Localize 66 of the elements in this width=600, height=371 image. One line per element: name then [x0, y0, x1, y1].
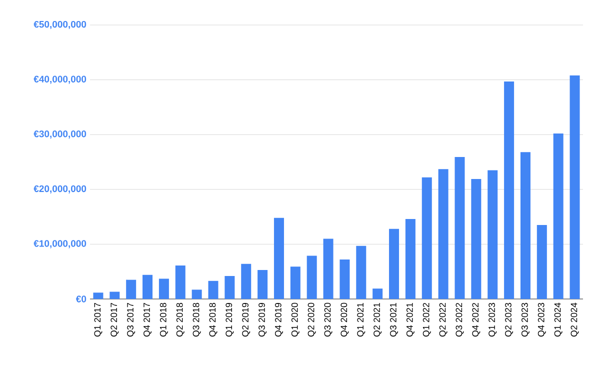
y-tick-label: €40,000,000: [34, 76, 86, 84]
bar: [126, 280, 136, 299]
bar: [356, 246, 366, 299]
bar: [471, 178, 482, 299]
x-tick-label: Q1 2022: [422, 302, 431, 337]
y-tick-label: €30,000,000: [34, 130, 86, 139]
x-tick-label: Q2 2022: [439, 302, 448, 337]
bar: [208, 280, 218, 299]
x-tick-label: Q4 2022: [472, 302, 480, 337]
x-tick-label: Q1 2018: [160, 302, 168, 337]
bar: [110, 292, 120, 299]
x-tick-label: Q1 2017: [94, 302, 102, 337]
x-tick-label: Q2 2017: [110, 302, 119, 337]
x-tick-label: Q2 2021: [374, 302, 382, 337]
bar: [520, 152, 530, 299]
bar: [274, 218, 284, 299]
x-tick-label: Q1 2024: [554, 302, 562, 337]
bar: [306, 256, 317, 299]
bar: [405, 218, 416, 299]
bar: [438, 169, 448, 299]
x-tick-label: Q4 2021: [406, 302, 414, 337]
x-tick-label: Q2 2024: [570, 302, 579, 337]
x-tick-label: Q3 2022: [456, 302, 464, 337]
y-tick-label: €20,000,000: [34, 185, 86, 194]
bar: [340, 260, 350, 299]
y-tick-label: €0: [76, 296, 86, 302]
x-tick-label: Q4 2017: [144, 302, 152, 337]
x-tick-label: Q4 2019: [274, 302, 283, 337]
x-tick-label: Q4 2023: [538, 302, 546, 337]
x-tick-label: Q3 2021: [390, 302, 398, 337]
y-tick-label: €50,000,000: [34, 20, 86, 30]
x-tick-label: Q1 2023: [488, 302, 497, 337]
x-tick-label: Q3 2023: [521, 302, 530, 337]
x-tick-label: Q1 2020: [291, 302, 300, 337]
bar: [504, 81, 514, 299]
bar: [93, 292, 104, 299]
bar: [224, 276, 235, 299]
x-tick-label: Q2 2023: [505, 302, 514, 337]
bar: [422, 177, 432, 299]
bar: [175, 266, 186, 299]
x-tick-label: Q2 2019: [242, 302, 250, 337]
x-tick-label: Q1 2019: [226, 302, 234, 337]
bar: [454, 157, 465, 299]
bar: [258, 270, 268, 299]
x-tick-label: Q3 2018: [192, 302, 201, 337]
bar: [158, 278, 169, 299]
x-tick-label: Q3 2020: [324, 302, 332, 337]
bar: [488, 170, 498, 299]
x-tick-label: Q4 2018: [209, 302, 218, 337]
bar: [553, 134, 564, 299]
y-tick-label: €10,000,000: [34, 240, 86, 248]
bar: [536, 225, 547, 299]
bar: [241, 264, 252, 299]
x-tick-label: Q1 2021: [357, 302, 366, 337]
x-tick-label: Q2 2018: [176, 302, 184, 337]
x-tick-label: Q2 2020: [308, 302, 316, 337]
bar: [570, 75, 580, 299]
bar: [389, 228, 400, 299]
bar: [323, 238, 334, 299]
x-tick-label: Q3 2017: [127, 302, 136, 337]
x-tick-label: Q4 2020: [340, 302, 349, 337]
bar: [192, 290, 202, 299]
x-tick-label: Q3 2019: [258, 302, 267, 337]
bar: [372, 288, 383, 299]
bar: [142, 274, 153, 299]
bar: [290, 266, 300, 299]
